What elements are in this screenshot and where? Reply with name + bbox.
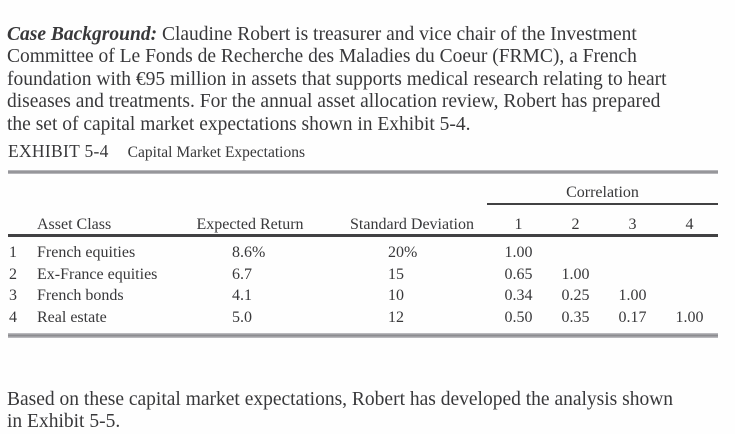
expected-return-cell: 5.0 xyxy=(232,309,252,327)
corr-1-cell: 0.65 xyxy=(504,265,533,283)
capital-market-expectations-table: Correlation Asset Class Expected Return … xyxy=(8,170,718,338)
row-number: 1 xyxy=(9,244,17,261)
corr-4-cell xyxy=(661,264,718,286)
corr-3-cell: 0.17 xyxy=(618,309,647,327)
corr-3-cell xyxy=(604,242,661,264)
asset-class-cell: Ex-France equities xyxy=(37,265,158,283)
corr-3-cell: 1.00 xyxy=(618,287,647,305)
corr-4-cell xyxy=(661,285,718,307)
corr-2-cell xyxy=(547,242,604,264)
row-number: 4 xyxy=(9,309,17,327)
case-background-paragraph: Case Background: Claudine Robert is trea… xyxy=(7,24,731,137)
correlation-group-band: Correlation xyxy=(8,174,718,205)
col-header-corr-4: 4 xyxy=(685,216,694,233)
corr-4-cell: 1.00 xyxy=(675,309,704,327)
table-row: 1 French equities 8.6% 20% 1.00 xyxy=(8,242,718,264)
asset-class-cell: French equities xyxy=(37,244,136,261)
standard-deviation-cell: 15 xyxy=(388,265,404,283)
corr-2-cell: 0.35 xyxy=(561,309,590,327)
corr-2-cell: 0.25 xyxy=(561,287,590,305)
case-background-lead: Case Background: xyxy=(7,23,158,45)
asset-class-cell: French bonds xyxy=(37,287,124,305)
standard-deviation-cell: 10 xyxy=(388,287,404,305)
corr-3-cell xyxy=(604,264,661,286)
table-body: 1 French equities 8.6% 20% 1.00 2 Ex-Fra… xyxy=(8,237,718,329)
row-number: 2 xyxy=(9,265,17,283)
col-header-asset-class: Asset Class xyxy=(37,216,112,233)
exhibit-heading: EXHIBIT 5-4 Capital Market Expectations xyxy=(8,141,305,162)
corr-4-cell xyxy=(661,242,718,264)
correlation-group-header: Correlation xyxy=(487,184,718,205)
col-header-standard-deviation: Standard Deviation xyxy=(350,216,474,233)
table-header-row: Asset Class Expected Return Standard Dev… xyxy=(8,205,718,237)
expected-return-cell: 4.1 xyxy=(232,287,252,305)
col-header-corr-2: 2 xyxy=(571,216,580,233)
row-number: 3 xyxy=(9,287,17,305)
table-top-rule xyxy=(8,170,718,174)
exhibit-title: Capital Market Expectations xyxy=(127,144,306,161)
corr-1-cell: 0.34 xyxy=(504,287,533,305)
closing-paragraph: Based on these capital market expectatio… xyxy=(7,389,731,434)
col-header-corr-1: 1 xyxy=(514,216,523,233)
corr-1-cell: 1.00 xyxy=(504,244,533,261)
standard-deviation-cell: 12 xyxy=(388,309,404,327)
exhibit-label: EXHIBIT 5-4 xyxy=(8,141,109,161)
col-header-expected-return: Expected Return xyxy=(196,216,304,233)
case-background-text: Claudine Robert is treasurer and vice ch… xyxy=(7,23,667,135)
table-row: 3 French bonds 4.1 10 0.34 0.25 1.00 xyxy=(8,285,718,307)
table-row: 2 Ex-France equities 6.7 15 0.65 1.00 xyxy=(8,264,718,286)
table-bottom-rule xyxy=(8,332,718,338)
standard-deviation-cell: 20% xyxy=(388,244,418,261)
expected-return-cell: 6.7 xyxy=(232,265,252,283)
corr-2-cell: 1.00 xyxy=(561,265,590,283)
asset-class-cell: Real estate xyxy=(37,309,107,327)
closing-text: Based on these capital market expectatio… xyxy=(7,388,674,433)
table-row: 4 Real estate 5.0 12 0.50 0.35 0.17 1.00 xyxy=(8,307,718,329)
corr-1-cell: 0.50 xyxy=(504,309,533,327)
col-header-corr-3: 3 xyxy=(628,216,637,233)
expected-return-cell: 8.6% xyxy=(232,244,266,261)
